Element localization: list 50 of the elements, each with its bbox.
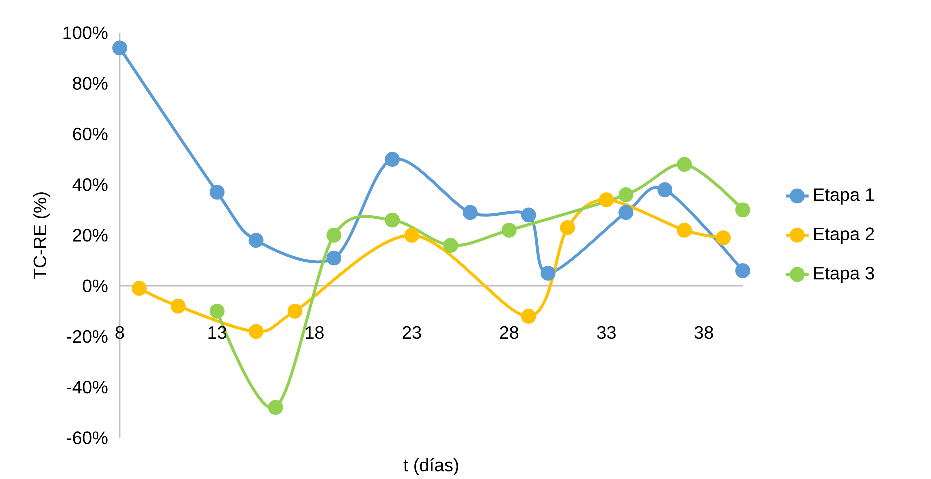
point <box>326 228 342 243</box>
y-axis-title: TC-RE (%) <box>33 192 50 280</box>
y-tick-label: -40% <box>67 381 108 394</box>
legend-label: Etapa 3 <box>814 267 874 284</box>
point <box>462 205 478 220</box>
x-tick-label: 33 <box>597 326 616 340</box>
point <box>502 222 517 238</box>
x-tick-label: 8 <box>116 326 124 340</box>
y-tick-label: 100% <box>64 26 108 40</box>
point <box>112 40 128 56</box>
y-tick-label: 20% <box>73 229 108 242</box>
point <box>618 205 634 220</box>
point <box>716 230 731 246</box>
point <box>385 212 400 228</box>
point <box>288 304 303 319</box>
point <box>268 400 284 416</box>
point <box>521 208 536 223</box>
point <box>736 202 750 218</box>
point <box>404 228 420 243</box>
point <box>658 182 673 198</box>
point <box>248 324 264 340</box>
point <box>560 220 576 236</box>
point <box>521 309 536 324</box>
x-axis-title: t (días) <box>404 458 458 476</box>
point <box>170 298 186 314</box>
x-tick-label: 28 <box>500 326 519 340</box>
legend-label: Etapa 1 <box>814 188 874 205</box>
y-tick-label: 40% <box>72 178 108 192</box>
point <box>210 184 225 200</box>
point <box>736 263 750 278</box>
y-tick-label: 80% <box>73 77 108 90</box>
x-tick-label: 23 <box>402 326 422 340</box>
y-tick-label: -20% <box>67 330 108 344</box>
point <box>210 304 225 319</box>
point <box>677 157 692 172</box>
point <box>677 222 692 238</box>
point <box>444 238 458 254</box>
x-tick-label: 38 <box>694 326 714 340</box>
point <box>132 281 147 296</box>
point <box>599 192 614 208</box>
legend-label: Etapa 2 <box>814 228 874 244</box>
y-tick-label: 0% <box>83 280 108 292</box>
point <box>385 152 400 168</box>
x-tick-label: 18 <box>306 326 324 340</box>
point <box>326 250 342 266</box>
point <box>540 266 556 281</box>
y-tick-label: 60% <box>73 128 108 141</box>
y-tick-label: -60% <box>67 432 108 444</box>
point <box>248 233 264 248</box>
point <box>618 188 634 202</box>
